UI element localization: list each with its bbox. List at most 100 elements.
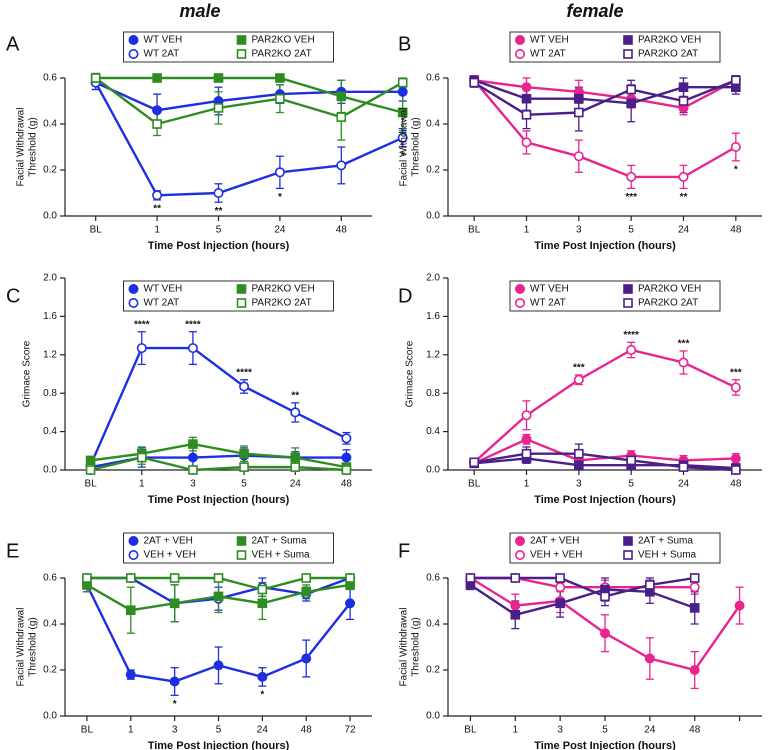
x-tick-label: 48 bbox=[730, 479, 742, 490]
y-tick-label: 0.6 bbox=[426, 73, 440, 84]
y-axis-title: Facial Withdrawal bbox=[16, 108, 27, 187]
x-axis-title: Time Post Injection (hours) bbox=[148, 240, 290, 252]
series-line bbox=[94, 82, 404, 197]
legend-label: WT 2AT bbox=[530, 49, 566, 60]
legend-marker bbox=[128, 535, 139, 546]
significance: * bbox=[734, 164, 738, 175]
series-line bbox=[94, 77, 404, 126]
marker bbox=[626, 98, 636, 109]
marker bbox=[169, 573, 180, 583]
marker bbox=[336, 112, 347, 122]
legend-box bbox=[123, 31, 334, 63]
legend-marker bbox=[623, 49, 633, 59]
marker bbox=[125, 669, 136, 680]
marker bbox=[213, 591, 224, 602]
legend-marker bbox=[236, 35, 247, 45]
marker bbox=[213, 73, 224, 83]
marker bbox=[689, 603, 700, 613]
column-title: female bbox=[566, 1, 623, 21]
significance: *** bbox=[678, 339, 690, 350]
marker bbox=[510, 600, 521, 611]
legend-label: PAR2KO VEH bbox=[252, 284, 315, 295]
marker bbox=[397, 77, 408, 88]
marker bbox=[678, 357, 689, 368]
legend-marker bbox=[236, 536, 247, 546]
marker bbox=[644, 653, 655, 664]
y-axis-title: Threshold (g) bbox=[411, 617, 422, 676]
marker bbox=[397, 107, 408, 118]
legend-label: WT 2AT bbox=[144, 298, 180, 309]
x-tick-label: 24 bbox=[678, 479, 690, 490]
legend-marker bbox=[128, 283, 139, 294]
y-tick-label: 1.6 bbox=[43, 311, 57, 322]
marker bbox=[555, 598, 565, 609]
x-tick-label: BL bbox=[84, 479, 97, 490]
marker bbox=[290, 462, 301, 472]
y-tick-label: 0.4 bbox=[426, 119, 440, 130]
legend-label: VEH + Suma bbox=[638, 550, 697, 561]
legend-box bbox=[509, 532, 721, 564]
x-tick-label: 24 bbox=[678, 225, 690, 236]
marker bbox=[341, 433, 352, 444]
series-line bbox=[473, 79, 737, 179]
y-tick-label: 0.0 bbox=[43, 711, 57, 722]
marker bbox=[136, 343, 147, 354]
y-axis-title: Facial Withdrawal bbox=[399, 608, 410, 687]
significance: **** bbox=[185, 319, 201, 330]
legend-label: PAR2KO 2AT bbox=[638, 298, 698, 309]
marker bbox=[152, 190, 163, 201]
legend-label: PAR2KO VEH bbox=[638, 284, 701, 295]
marker bbox=[397, 132, 408, 143]
x-tick-label: 1 bbox=[139, 479, 145, 490]
marker bbox=[397, 86, 408, 97]
marker bbox=[169, 676, 180, 687]
legend-marker bbox=[514, 283, 525, 294]
y-tick-label: 0.4 bbox=[43, 426, 57, 437]
significance: *** bbox=[573, 363, 585, 374]
x-tick-label: BL bbox=[90, 225, 103, 236]
y-tick-label: 2.0 bbox=[426, 273, 440, 284]
marker bbox=[689, 573, 700, 583]
y-tick-label: 0.2 bbox=[426, 665, 440, 676]
marker bbox=[645, 580, 655, 590]
marker bbox=[626, 344, 637, 355]
marker bbox=[469, 77, 479, 88]
marker bbox=[510, 573, 521, 583]
x-tick-label: 1 bbox=[128, 725, 134, 736]
marker bbox=[599, 628, 610, 639]
y-axis-title: Grimace Score bbox=[405, 340, 416, 407]
series-line bbox=[90, 442, 347, 469]
x-tick-label: 5 bbox=[628, 225, 634, 236]
marker bbox=[469, 457, 479, 468]
marker bbox=[187, 343, 198, 354]
series-line bbox=[90, 456, 347, 472]
x-tick-label: 24 bbox=[274, 225, 286, 236]
x-tick-label: BL bbox=[468, 479, 481, 490]
y-axis-title: Threshold (g) bbox=[411, 117, 422, 176]
y-axis-title: Grimace Score bbox=[22, 340, 33, 407]
x-tick-label: 24 bbox=[257, 725, 269, 736]
y-tick-label: 0.0 bbox=[43, 465, 57, 476]
significance: ** bbox=[215, 206, 223, 217]
y-tick-label: 0.4 bbox=[43, 619, 57, 630]
y-tick-label: 0.0 bbox=[426, 711, 440, 722]
series-line bbox=[469, 583, 696, 617]
marker bbox=[678, 462, 689, 472]
x-tick-label: BL bbox=[81, 725, 94, 736]
marker bbox=[345, 598, 356, 609]
legend-label: WT 2AT bbox=[144, 49, 180, 60]
series-line bbox=[473, 348, 737, 464]
legend-label: PAR2KO 2AT bbox=[252, 298, 312, 309]
y-tick-label: 0.8 bbox=[426, 388, 440, 399]
legend-label: PAR2KO VEH bbox=[252, 35, 315, 46]
marker bbox=[521, 434, 532, 445]
y-tick-label: 0.2 bbox=[426, 165, 440, 176]
legend-marker bbox=[623, 284, 633, 294]
panel-label: C bbox=[6, 285, 20, 307]
marker bbox=[301, 586, 312, 597]
marker bbox=[213, 660, 224, 671]
significance: **** bbox=[623, 330, 639, 341]
x-tick-label: 24 bbox=[644, 725, 656, 736]
legend-box bbox=[123, 280, 334, 312]
panel-label: F bbox=[398, 540, 410, 562]
